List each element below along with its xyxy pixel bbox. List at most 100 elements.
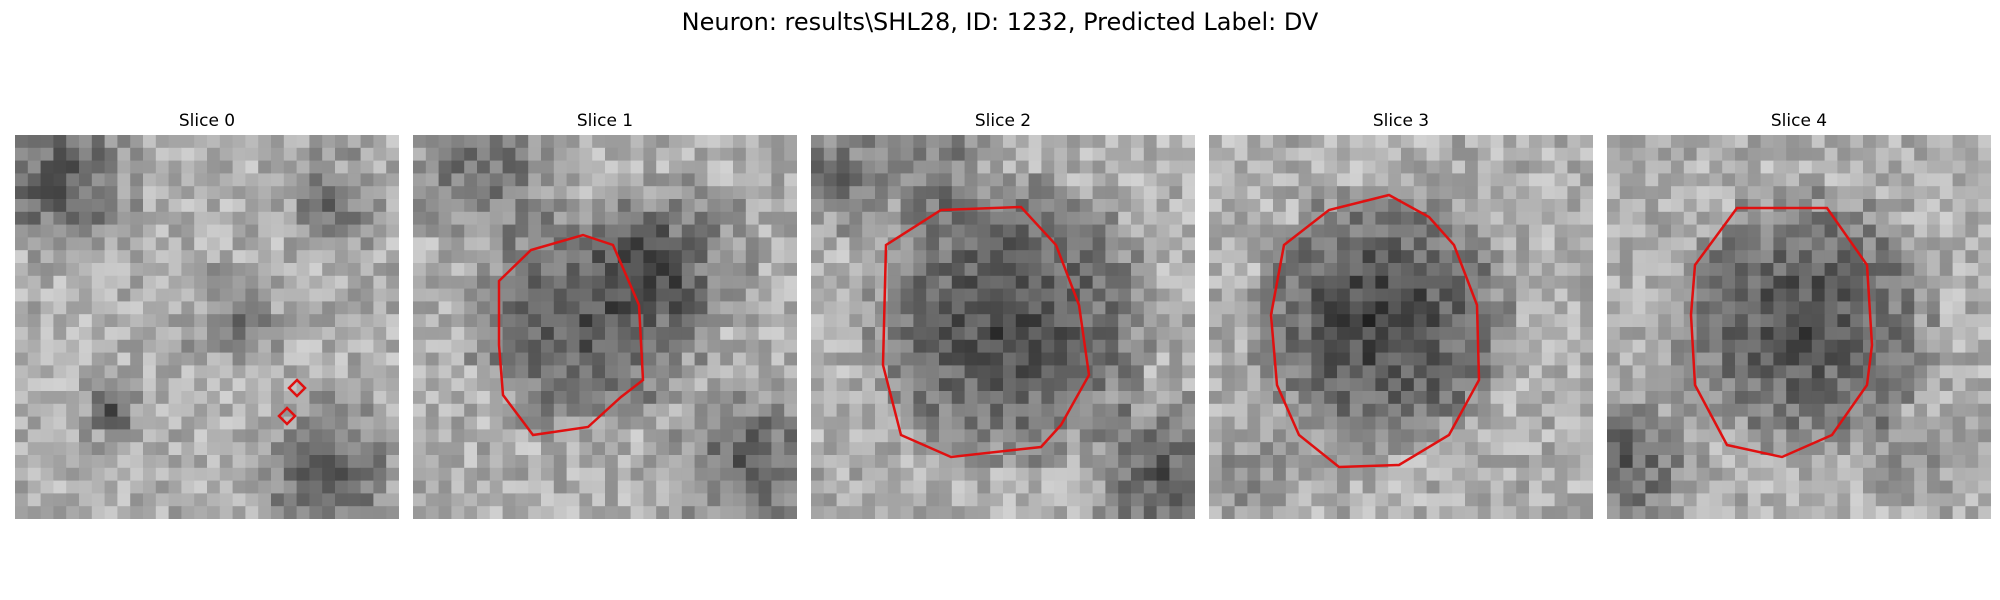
pixel-cell	[1439, 288, 1453, 302]
pixel-cell	[771, 416, 785, 430]
pixel-cell	[771, 493, 785, 507]
pixel-cell	[1939, 429, 1954, 443]
pixel-cell	[1105, 480, 1119, 494]
pixel-cell	[1722, 378, 1736, 392]
pixel-cell	[1041, 147, 1055, 162]
pixel-cell	[322, 314, 336, 328]
pixel-cell	[373, 211, 387, 226]
pixel-cell	[1015, 365, 1030, 379]
pixel-cell	[1671, 147, 1685, 162]
pixel-cell	[926, 301, 940, 315]
pixel-cell	[1285, 455, 1300, 469]
pixel-cell	[1311, 493, 1325, 507]
pixel-cell	[1337, 467, 1351, 482]
pixel-cell	[207, 378, 221, 392]
pixel-cell	[1632, 314, 1646, 328]
pixel-cell	[1426, 135, 1440, 149]
pixel-cell	[745, 327, 760, 341]
pixel-cell	[1273, 314, 1287, 328]
pixel-cell	[1131, 275, 1145, 290]
pixel-cell	[464, 301, 478, 315]
pixel-cell	[1799, 288, 1813, 302]
pixel-cell	[296, 135, 310, 149]
pixel-cell	[1413, 403, 1428, 418]
pixel-cell	[1824, 250, 1838, 264]
pixel-cell	[630, 135, 644, 149]
pixel-cell	[1760, 186, 1774, 200]
pixel-cell	[1477, 442, 1492, 456]
pixel-cell	[605, 275, 619, 290]
pixel-cell	[168, 314, 182, 328]
pixel-cell	[977, 135, 991, 149]
pixel-cell	[1298, 224, 1312, 238]
pixel-cell	[811, 365, 825, 379]
pixel-cell	[1003, 352, 1017, 366]
pixel-cell	[617, 506, 632, 519]
pixel-cell	[1709, 173, 1723, 187]
pixel-cell	[1824, 365, 1838, 379]
pixel-cell	[745, 186, 760, 200]
pixel-cell	[117, 480, 131, 494]
pixel-cell	[155, 173, 170, 187]
pixel-cell	[502, 211, 516, 226]
pixel-cell	[502, 429, 516, 443]
pixel-cell	[1465, 147, 1479, 162]
pixel-cell	[811, 288, 825, 302]
pixel-cell	[720, 237, 734, 251]
pixel-cell	[913, 224, 927, 238]
pixel-cell	[117, 147, 131, 162]
pixel-cell	[1105, 403, 1119, 418]
pixel-cell	[1413, 429, 1428, 443]
pixel-cell	[1490, 442, 1504, 456]
pixel-cell	[1260, 480, 1274, 494]
pixel-cell	[1490, 147, 1504, 162]
pixel-cell	[1324, 301, 1338, 315]
pixel-cell	[1465, 250, 1479, 264]
pixel-cell	[1324, 288, 1338, 302]
pixel-cell	[296, 442, 310, 456]
pixel-cell	[232, 442, 246, 456]
pixel-cell	[913, 352, 927, 366]
pixel-cell	[1799, 237, 1813, 251]
pixel-cell	[143, 506, 157, 519]
pixel-cell	[745, 416, 760, 430]
pixel-cell	[707, 263, 721, 277]
pixel-cell	[1209, 429, 1223, 443]
pixel-cell	[347, 275, 362, 290]
pixel-cell	[1824, 391, 1838, 405]
pixel-cell	[335, 263, 349, 277]
pixel-cell	[1413, 327, 1428, 341]
pixel-cell	[386, 263, 399, 277]
pixel-cell	[1837, 480, 1851, 494]
pixel-cell	[1182, 378, 1195, 392]
pixel-cell	[1260, 288, 1274, 302]
pixel-cell	[1426, 147, 1440, 162]
pixel-cell	[694, 339, 708, 354]
pixel-cell	[566, 263, 580, 277]
pixel-cell	[53, 173, 67, 187]
pixel-cell	[1182, 416, 1195, 430]
pixel-cell	[1888, 442, 1902, 456]
pixel-cell	[681, 480, 696, 494]
pixel-cell	[1452, 211, 1466, 226]
pixel-cell	[1311, 314, 1325, 328]
pixel-cell	[1041, 327, 1055, 341]
pixel-cell	[1221, 288, 1236, 302]
pixel-cell	[1658, 224, 1672, 238]
pixel-cell	[168, 224, 182, 238]
pixel-cell	[875, 314, 889, 328]
pixel-cell	[1079, 480, 1094, 494]
pixel-cell	[1426, 186, 1440, 200]
pixel-cell	[745, 378, 760, 392]
pixel-cell	[1401, 135, 1415, 149]
pixel-cell	[515, 493, 529, 507]
pixel-cell	[1298, 442, 1312, 456]
pixel-cell	[1247, 339, 1261, 354]
pixel-cell	[271, 506, 285, 519]
pixel-cell	[1169, 365, 1183, 379]
pixel-cell	[91, 327, 106, 341]
pixel-cell	[360, 480, 374, 494]
pixel-cell	[926, 160, 940, 174]
pixel-cell	[1824, 237, 1838, 251]
pixel-cell	[823, 493, 838, 507]
